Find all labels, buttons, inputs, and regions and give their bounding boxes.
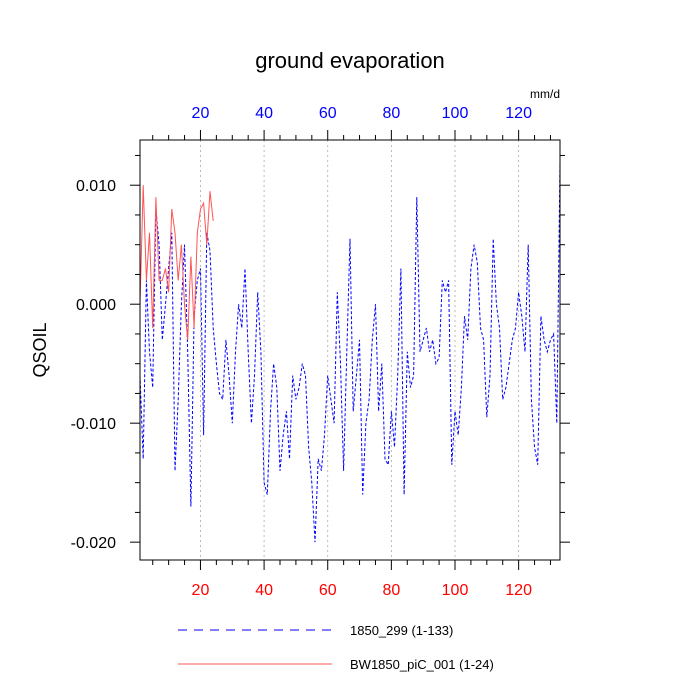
y-tick-label: 0.000 xyxy=(76,297,116,314)
x-tick-label-top: 20 xyxy=(192,105,210,122)
y-tick-label: -0.010 xyxy=(71,416,116,433)
legend-label-1: 1850_299 (1-133) xyxy=(350,623,453,638)
chart-title: ground evaporation xyxy=(255,48,445,73)
x-tick-label-bottom: 120 xyxy=(505,582,532,599)
x-tick-label-top: 80 xyxy=(382,105,400,122)
x-tick-label-bottom: 80 xyxy=(382,582,400,599)
legend: 1850_299 (1-133) BW1850_piC_001 (1-24) xyxy=(178,623,494,672)
y-tick-label: 0.010 xyxy=(76,178,116,195)
x-tick-label-top: 120 xyxy=(505,105,532,122)
grid-lines xyxy=(200,140,520,560)
x-tick-label-bottom: 40 xyxy=(255,582,273,599)
y-tick-label: -0.020 xyxy=(71,535,116,552)
axis-ticks xyxy=(130,130,570,570)
series-line-1 xyxy=(140,161,560,543)
plot-frame xyxy=(139,139,561,561)
series-group xyxy=(140,161,560,543)
legend-label-2: BW1850_piC_001 (1-24) xyxy=(350,657,494,672)
y-axis-label: QSOIL xyxy=(30,322,50,377)
x-tick-label-bottom: 60 xyxy=(319,582,337,599)
x-tick-label-top: 60 xyxy=(319,105,337,122)
tick-labels: 20 20 40 40 60 60 80 80 100 100 120 120 0.010 0.000 -0… xyxy=(71,105,532,599)
x-tick-label-top: 100 xyxy=(442,105,469,122)
units-label: mm/d xyxy=(530,87,560,101)
x-tick-label-top: 40 xyxy=(255,105,273,122)
x-tick-label-bottom: 20 xyxy=(192,582,210,599)
series-line-2 xyxy=(140,185,214,340)
x-tick-label-bottom: 100 xyxy=(442,582,469,599)
